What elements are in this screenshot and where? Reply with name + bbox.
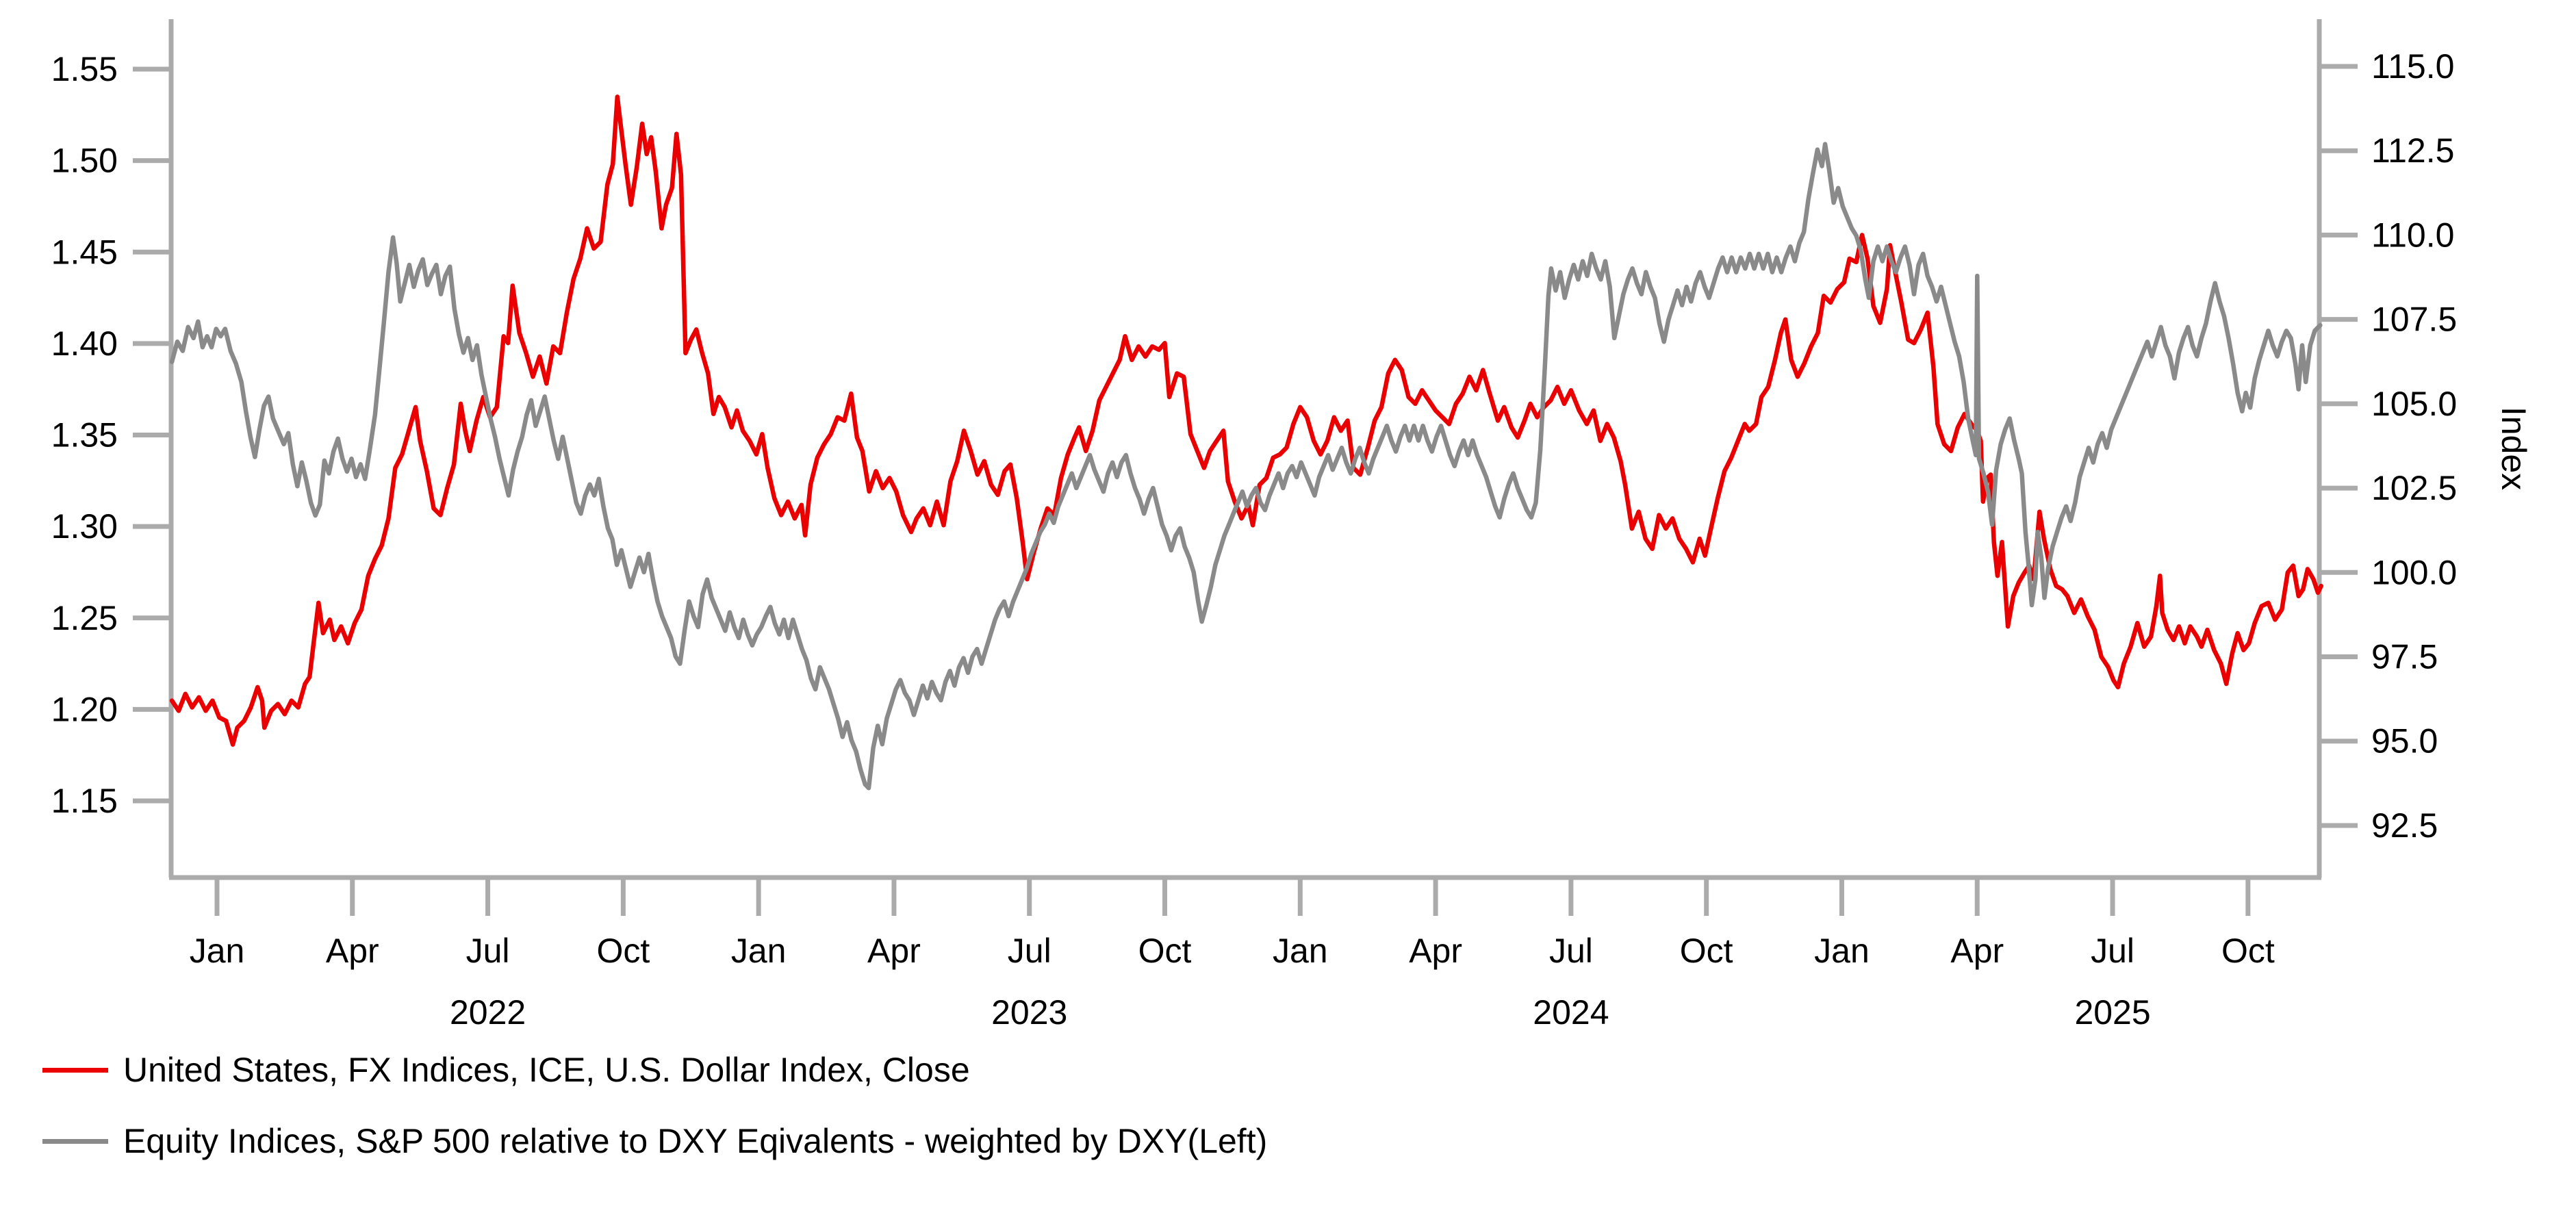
y-left-tick-label: 1.40 [51, 324, 118, 363]
x-tick-label: Jul [1549, 932, 1593, 970]
y-left-tick-label: 1.50 [51, 142, 118, 180]
x-tick-label: Jan [190, 932, 245, 970]
x-tick-label: Jul [466, 932, 510, 970]
y-right-tick-label: 92.5 [2371, 806, 2438, 845]
year-label: 2025 [2074, 993, 2150, 1032]
y-right-tick-label: 100.0 [2371, 553, 2457, 591]
y-left-tick-label: 1.25 [51, 599, 118, 637]
legend-item: Equity Indices, S&P 500 relative to DXY … [42, 1121, 1267, 1161]
x-tick-label: Apr [1950, 932, 2004, 970]
legend-line-swatch-gray [42, 1138, 108, 1144]
y-right-tick-label: 112.5 [2371, 131, 2454, 170]
y-left-tick-label: 1.15 [51, 782, 118, 820]
year-label: 2024 [1533, 993, 1609, 1032]
right-axis-title: Index [2495, 407, 2533, 490]
y-right-tick-label: 115.0 [2371, 47, 2454, 86]
y-left-tick-label: 1.30 [51, 507, 118, 546]
x-tick-label: Jan [731, 932, 787, 970]
legend: United States, FX Indices, ICE, U.S. Dol… [42, 1050, 1267, 1161]
y-right-tick-label: 102.5 [2371, 469, 2457, 507]
x-tick-label: Oct [1680, 932, 1733, 970]
x-tick-label: Oct [2221, 932, 2275, 970]
y-left-tick-label: 1.45 [51, 233, 118, 271]
y-right-tick-label: 105.0 [2371, 385, 2457, 423]
x-tick-label: Apr [867, 932, 921, 970]
legend-label: United States, FX Indices, ICE, U.S. Dol… [123, 1051, 970, 1089]
x-tick-label: Oct [1138, 932, 1192, 970]
series-line-us-dollar-index [169, 94, 2323, 747]
y-left-tick-label: 1.55 [51, 50, 118, 88]
x-tick-label: Jan [1814, 932, 1870, 970]
x-tick-label: Apr [326, 932, 379, 970]
series-line-sp500-relative [169, 142, 2323, 791]
year-label: 2022 [450, 993, 526, 1032]
year-label: 2023 [991, 993, 1067, 1032]
y-right-tick-label: 110.0 [2371, 216, 2454, 254]
x-tick-label: Jul [1008, 932, 1051, 970]
x-tick-label: Jan [1273, 932, 1328, 970]
legend-line-swatch-red [42, 1067, 108, 1073]
y-right-tick-label: 97.5 [2371, 638, 2438, 676]
legend-label: Equity Indices, S&P 500 relative to DXY … [123, 1122, 1268, 1160]
y-left-tick-label: 1.35 [51, 416, 118, 455]
x-tick-label: Jul [2091, 932, 2134, 970]
y-right-tick-label: 95.0 [2371, 722, 2438, 760]
x-tick-label: Oct [596, 932, 650, 970]
y-left-tick-label: 1.20 [51, 690, 118, 728]
y-right-tick-label: 107.5 [2371, 300, 2457, 339]
legend-item: United States, FX Indices, ICE, U.S. Dol… [42, 1050, 1267, 1090]
x-tick-label: Apr [1409, 932, 1462, 970]
